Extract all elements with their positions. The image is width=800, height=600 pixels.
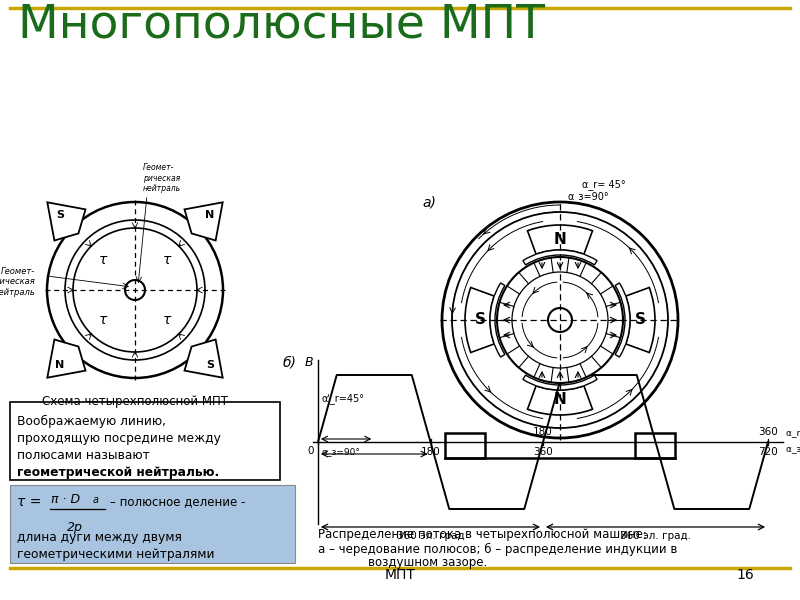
Text: полюсами называют: полюсами называют bbox=[17, 449, 150, 462]
Text: τ: τ bbox=[163, 253, 171, 267]
Text: α_з=90°: α_з=90° bbox=[321, 447, 360, 456]
Text: 360 эл. град.: 360 эл. град. bbox=[620, 531, 691, 541]
Polygon shape bbox=[445, 433, 485, 458]
Text: Геомет-
рическая
нейтраль: Геомет- рическая нейтраль bbox=[0, 267, 35, 297]
Text: длина дуги между двумя: длина дуги между двумя bbox=[17, 531, 182, 544]
Text: N: N bbox=[55, 360, 65, 370]
Text: а – чередование полюсов; б – распределение индукции в: а – чередование полюсов; б – распределен… bbox=[318, 543, 678, 556]
Polygon shape bbox=[47, 340, 86, 377]
Wedge shape bbox=[490, 283, 505, 357]
Text: S: S bbox=[56, 210, 64, 220]
Text: Геомет-
рическая
нейтраль: Геомет- рическая нейтраль bbox=[143, 163, 181, 193]
Circle shape bbox=[125, 280, 145, 300]
Text: МПТ: МПТ bbox=[385, 568, 415, 582]
Text: N: N bbox=[554, 232, 566, 247]
Text: S: S bbox=[474, 313, 486, 328]
Wedge shape bbox=[527, 386, 593, 415]
Circle shape bbox=[47, 202, 223, 378]
Text: α_r= 45°: α_r= 45° bbox=[582, 179, 626, 190]
Text: 360 эл. град: 360 эл. град bbox=[397, 531, 464, 541]
Text: τ: τ bbox=[99, 253, 107, 267]
Text: 360: 360 bbox=[533, 447, 553, 457]
Wedge shape bbox=[523, 250, 597, 265]
Wedge shape bbox=[626, 287, 655, 352]
Circle shape bbox=[442, 202, 678, 438]
Text: воздушном зазоре.: воздушном зазоре. bbox=[368, 556, 487, 569]
Text: Многополюсные МПТ: Многополюсные МПТ bbox=[18, 3, 545, 48]
Polygon shape bbox=[185, 202, 222, 241]
Text: б): б) bbox=[282, 356, 296, 370]
Text: α'_r=45°: α'_r=45° bbox=[322, 393, 365, 404]
FancyBboxPatch shape bbox=[10, 485, 295, 563]
Text: Распределение потока в четырехполюсной машине:: Распределение потока в четырехполюсной м… bbox=[318, 528, 647, 541]
Wedge shape bbox=[465, 287, 494, 352]
Text: геометрической нейтралью.: геометрической нейтралью. bbox=[17, 466, 219, 479]
Text: a: a bbox=[93, 495, 99, 505]
Text: B: B bbox=[304, 356, 313, 370]
Text: S: S bbox=[634, 313, 646, 328]
Text: 180: 180 bbox=[421, 447, 440, 457]
Text: 720: 720 bbox=[758, 447, 778, 457]
Text: N: N bbox=[554, 392, 566, 407]
FancyBboxPatch shape bbox=[10, 402, 280, 480]
Text: α_r (геом. град): α_r (геом. град) bbox=[786, 430, 800, 439]
Text: 0: 0 bbox=[307, 446, 314, 456]
Text: α_э (эл. град): α_э (эл. град) bbox=[786, 445, 800, 455]
Text: 16: 16 bbox=[736, 568, 754, 582]
Text: π · D: π · D bbox=[51, 493, 80, 506]
Circle shape bbox=[512, 272, 608, 368]
Text: τ: τ bbox=[99, 313, 107, 327]
Wedge shape bbox=[523, 375, 597, 390]
Circle shape bbox=[548, 308, 572, 332]
Text: α_з=90°: α_з=90° bbox=[568, 191, 610, 202]
Wedge shape bbox=[615, 283, 630, 357]
Polygon shape bbox=[185, 340, 222, 377]
Polygon shape bbox=[47, 202, 86, 241]
Text: 2p: 2p bbox=[67, 521, 83, 534]
Text: 180: 180 bbox=[533, 427, 553, 437]
Text: τ: τ bbox=[163, 313, 171, 327]
Circle shape bbox=[497, 257, 623, 383]
Text: геометрическими нейтралями: геометрическими нейтралями bbox=[17, 548, 214, 561]
Text: а): а) bbox=[422, 195, 436, 209]
Circle shape bbox=[65, 220, 205, 360]
Text: τ =: τ = bbox=[17, 495, 42, 509]
Text: S: S bbox=[206, 360, 214, 370]
Polygon shape bbox=[635, 433, 675, 458]
Text: 360: 360 bbox=[758, 427, 778, 437]
Text: – полюсное деление -: – полюсное деление - bbox=[110, 495, 246, 508]
Circle shape bbox=[73, 228, 197, 352]
Text: проходящую посредине между: проходящую посредине между bbox=[17, 432, 221, 445]
Text: Воображаемую линию,: Воображаемую линию, bbox=[17, 415, 166, 428]
Text: Схема четырехполюсной МПТ: Схема четырехполюсной МПТ bbox=[42, 395, 228, 408]
Text: N: N bbox=[206, 210, 214, 220]
Circle shape bbox=[452, 212, 668, 428]
Wedge shape bbox=[527, 225, 593, 254]
